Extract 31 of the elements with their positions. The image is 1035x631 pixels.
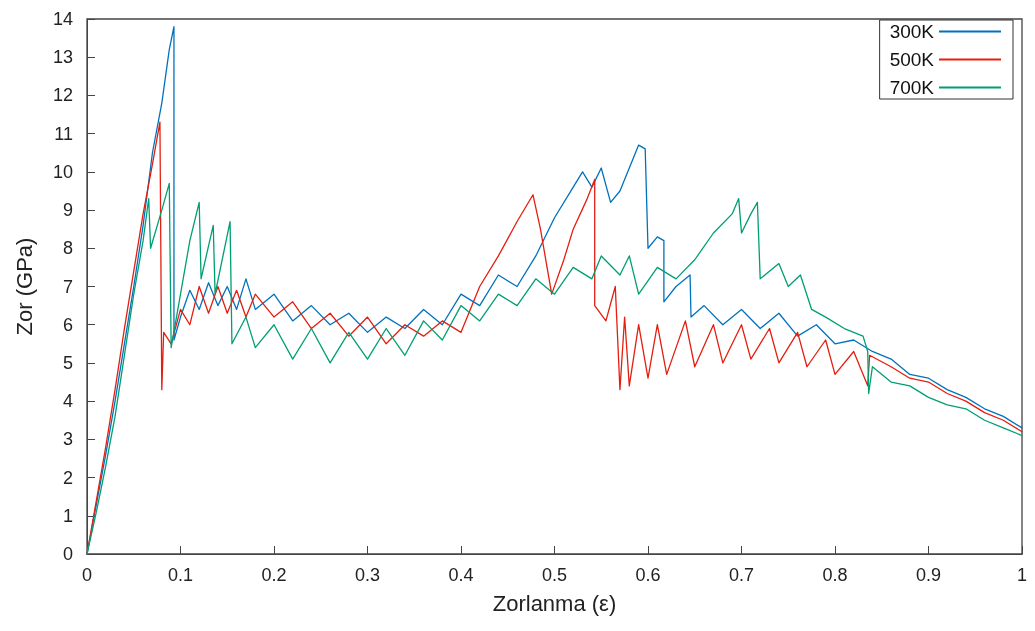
x-tick-label: 0.3 [354,565,381,585]
y-tick-label: 3 [62,429,73,450]
y-tick-label: 12 [52,85,73,106]
y-tick-label: 2 [62,467,73,488]
y-tick-label: 13 [52,47,73,68]
y-tick-label: 9 [62,200,73,221]
legend-label: 500K [889,49,935,70]
x-tick-label: 0.8 [822,565,848,585]
x-tick-label: 0 [81,565,93,585]
y-tick-label: 1 [62,505,73,526]
y-tick-label: 10 [52,161,73,182]
x-tick-label: 0.4 [448,565,474,585]
y-tick-label: 7 [62,276,73,297]
x-tick-label: 0.9 [915,565,942,585]
y-axis-title: Zor (GPa) [11,237,37,336]
legend-label: 300K [889,21,935,42]
x-tick-label: 0.5 [541,565,568,585]
y-tick-label: 8 [62,238,73,259]
x-axis-title: Zorlanma (ε) [492,590,617,616]
x-tick-label: 0.6 [635,565,661,585]
x-tick-label: 0.7 [728,565,755,585]
x-tick-label: 1 [1016,565,1028,585]
x-tick-label: 0.2 [261,565,287,585]
y-tick-label: 14 [52,9,73,29]
y-tick-label: 6 [62,314,73,335]
y-tick-label: 11 [54,123,73,144]
y-tick-label: 5 [62,352,73,373]
y-tick-label: 0 [62,544,73,564]
legend-label: 700K [889,77,935,98]
y-tick-label: 4 [62,391,73,412]
x-tick-label: 0.1 [167,565,194,585]
